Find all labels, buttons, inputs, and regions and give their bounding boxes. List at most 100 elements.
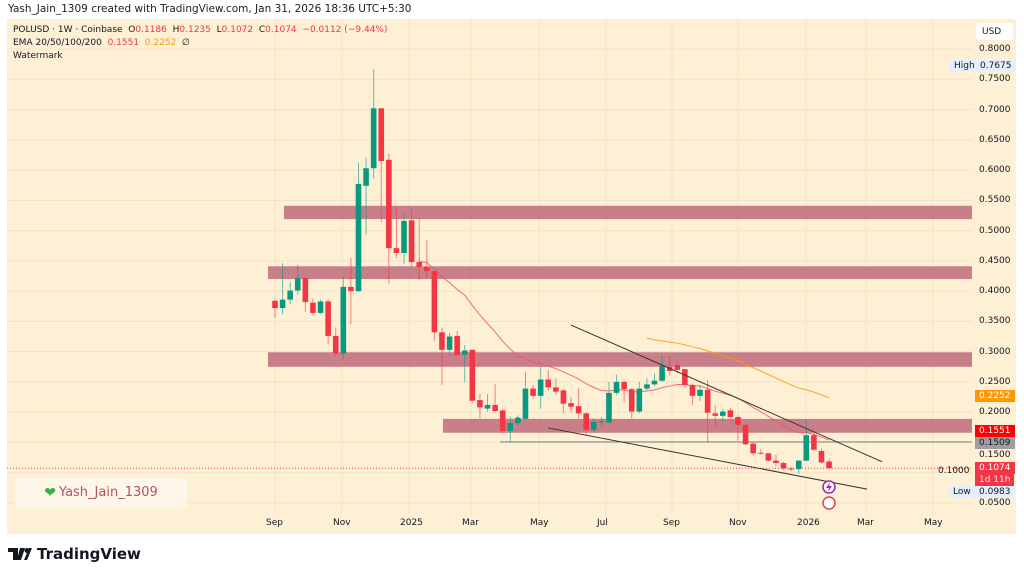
watermark-box: ❤ Yash_Jain_1309 [15,478,187,507]
candle-body [537,379,544,396]
candle-body [606,392,612,423]
time-axis-label: May [530,518,549,528]
price-axis-label: 0.8000 [979,44,1011,54]
candle-body [575,406,582,414]
open-value: 0.1186 [135,25,167,35]
high-value: 0.1235 [179,25,211,35]
chart-legend: POLUSD · 1W · Coinbase O0.1186 H0.1235 L… [13,24,387,63]
chart-credit: Yash_Jain_1309 created with TradingView.… [8,3,412,15]
candle-body [568,403,574,407]
ohlc-row: POLUSD · 1W · Coinbase O0.1186 H0.1235 L… [13,24,387,37]
candle-body [545,379,552,388]
candle-body [598,421,605,423]
candle-body [651,380,658,385]
low-tag-label: Low [949,486,975,498]
candle-body [826,461,832,469]
price-axis-label: 0.7500 [979,74,1011,84]
candle-body [484,404,491,409]
candle-body [317,301,324,313]
candle-body [416,262,423,267]
tradingview-logo[interactable]: TradingView [8,545,141,563]
symbol-info[interactable]: POLUSD · 1W · Coinbase [13,25,123,35]
candle-body [773,460,779,464]
candle-body [507,423,514,431]
candle-body [553,387,559,392]
candle-body [408,220,415,263]
candle-body [393,248,400,253]
ema20-value: 0.1551 [107,38,140,48]
watermark-text: Yash_Jain_1309 [58,485,158,500]
brand-name: TradingView [37,545,141,563]
candle-body [515,417,521,424]
green-heart-icon: ❤ [44,484,56,501]
price-axis-label: 0.7000 [979,105,1011,115]
us-flag-event-icon [822,496,836,510]
candle-body [720,411,726,416]
high-label: H [172,25,180,35]
price-axis-label: 0.2000 [979,407,1011,417]
price-axis-label: 0.3000 [979,347,1011,357]
ema50-price-tag: 0.2252 [975,390,1015,402]
trend-line [570,324,883,463]
time-axis-label: Jul [597,518,608,528]
time-axis-label: 2026 [797,518,820,528]
time-axis-label: May [924,518,943,528]
time-axis-label: Nov [729,518,747,528]
time-axis-label: Nov [333,518,351,528]
open-label: O [128,25,136,35]
candle-body [439,332,445,350]
candle-body [765,453,772,461]
price-axis-label: 0.2500 [979,377,1011,387]
price-axis-label: 0.4000 [979,286,1011,296]
candle-body [712,413,719,416]
candle-body [431,271,438,333]
price-axis-label: 0.1000 [938,466,970,476]
ema20-line [419,261,830,441]
candle-body [780,463,787,469]
currency-button[interactable]: USD [976,23,1013,40]
candle-body [355,183,362,292]
candle-body [378,108,385,161]
tradingview-logo-icon [8,548,32,560]
price-axis-label: 0.5500 [979,195,1011,205]
low-tag-value: 0.0983 [975,486,1015,498]
candle-body [750,443,756,454]
candle-body [469,349,476,401]
ema50-line [646,337,830,399]
watermark-indicator[interactable]: Watermark [13,51,63,61]
price-axis-label: 0.5000 [979,226,1011,236]
candle-body [363,168,369,186]
candle-body [492,404,498,411]
candle-body [682,369,688,385]
ema20-price-tag: 0.1551 [975,425,1015,437]
lightning-glyph-icon [826,482,832,492]
ema-row[interactable]: EMA 20/50/100/200 0.1551 0.2252 ∅ [13,37,387,50]
candle-body [332,335,339,354]
ema50-value: 0.2252 [144,38,177,48]
price-axis-label: 0.0500 [979,498,1011,508]
time-axis-label: Sep [663,518,680,528]
candle-body [522,388,529,419]
trend-line [548,427,868,490]
close-label: C [258,25,266,35]
candle-body [742,424,749,445]
candle-body [621,381,627,390]
candle-body [530,388,536,396]
candle-body [477,400,483,408]
candle-body [348,286,354,292]
candle-body [272,300,278,309]
price-axis-label: 0.4500 [979,256,1011,266]
candle-body [636,388,643,412]
candle-body [704,389,711,413]
close-value: 0.1074 [265,25,297,35]
candle-body [310,302,316,313]
candle-body [560,390,567,404]
candle-body [689,384,696,396]
time-axis-label: Mar [462,518,479,528]
last-price-tag: 0.1074 [975,462,1015,474]
time-axis-label: 2025 [400,518,423,528]
candle-body [454,335,460,356]
candle-body [727,410,734,418]
candle-body [302,277,309,303]
